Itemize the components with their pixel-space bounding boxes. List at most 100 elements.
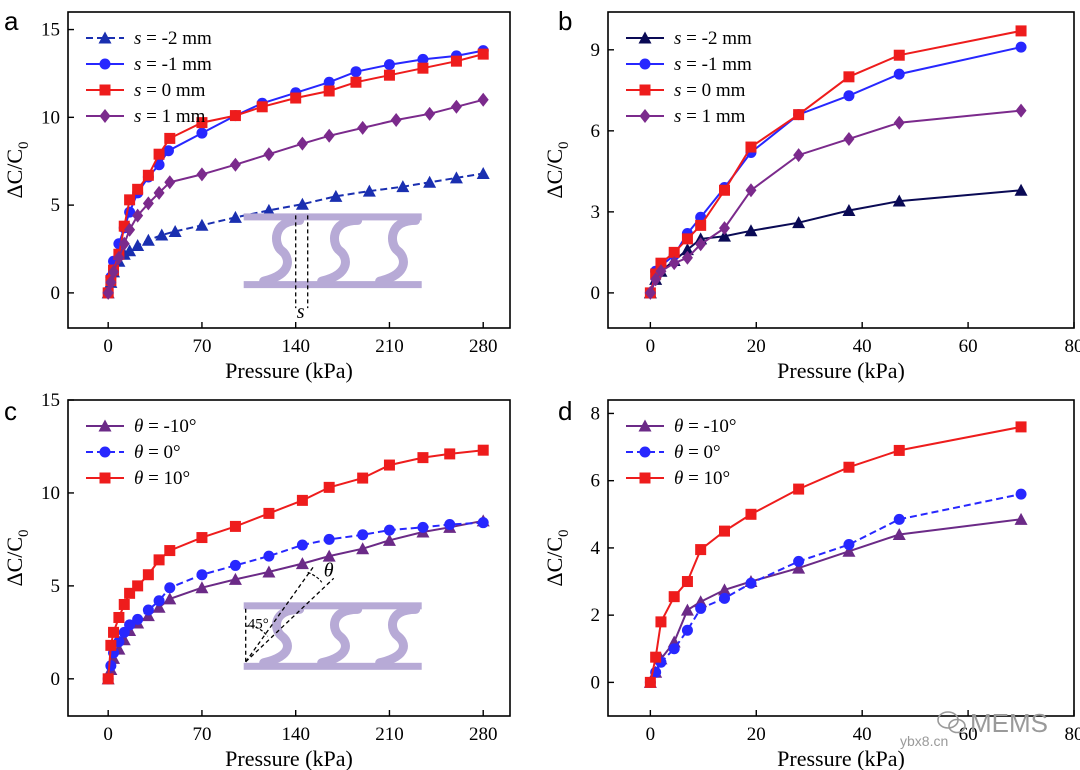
data-point bbox=[668, 643, 680, 655]
y-tick-label: 8 bbox=[591, 403, 601, 424]
data-point bbox=[719, 525, 730, 537]
data-point bbox=[229, 520, 241, 532]
x-tick-label: 0 bbox=[646, 724, 656, 745]
data-point bbox=[323, 76, 335, 88]
legend-marker bbox=[638, 419, 652, 432]
series-1 bbox=[102, 517, 489, 685]
legend-marker bbox=[639, 472, 651, 484]
data-point bbox=[132, 613, 144, 625]
data-point bbox=[892, 527, 906, 540]
x-tick-label: 40 bbox=[853, 724, 872, 745]
data-point bbox=[195, 581, 209, 594]
data-point bbox=[228, 572, 242, 585]
data-point bbox=[124, 222, 136, 237]
series-1 bbox=[644, 488, 1027, 688]
data-point bbox=[124, 587, 136, 599]
legend-label: s = 0 mm bbox=[134, 80, 206, 101]
data-point bbox=[843, 71, 855, 83]
data-point bbox=[681, 576, 693, 588]
legend-label: θ = 0° bbox=[674, 442, 721, 463]
data-point bbox=[102, 673, 114, 685]
x-axis-title: Pressure (kPa) bbox=[225, 746, 353, 770]
data-point bbox=[296, 136, 308, 151]
data-point bbox=[196, 569, 208, 581]
y-axis-title: ΔC/C0 bbox=[2, 141, 32, 198]
data-point bbox=[152, 600, 166, 613]
data-point bbox=[141, 233, 155, 246]
data-point bbox=[655, 257, 667, 269]
y-tick-label: 3 bbox=[591, 202, 601, 223]
y-tick-label: 0 bbox=[51, 669, 61, 690]
legend-marker bbox=[639, 84, 651, 96]
legend-label: s = -2 mm bbox=[134, 28, 212, 49]
data-point bbox=[792, 561, 806, 574]
x-tick-label: 210 bbox=[375, 336, 404, 357]
y-tick-label: 9 bbox=[591, 40, 601, 61]
y-axis-title: ΔC/C0 bbox=[542, 141, 572, 198]
chart-panel-b: b 0 20 40 60 80 0 3 6 9 Pressure (kPa) ΔC/C0 s = -2 … bbox=[542, 6, 1080, 383]
inset-schematic: 45° θ bbox=[243, 559, 422, 670]
legend-marker bbox=[638, 31, 652, 44]
chart-panel-c: c 0 70 140 210 280 0 5 10 15 Pressure (kPa) ΔC/C0 θ … bbox=[2, 390, 511, 770]
data-point bbox=[450, 99, 462, 114]
series-2 bbox=[102, 444, 489, 685]
data-point bbox=[295, 197, 309, 210]
panel-letter: d bbox=[558, 396, 572, 426]
legend-marker bbox=[99, 58, 111, 70]
data-point bbox=[892, 194, 906, 207]
data-point bbox=[477, 517, 489, 529]
data-point bbox=[153, 159, 165, 171]
inset-spring-2 bbox=[375, 604, 421, 668]
data-point bbox=[118, 598, 130, 610]
y-tick-label: 5 bbox=[51, 576, 61, 597]
data-point bbox=[108, 264, 120, 279]
legend-marker bbox=[99, 472, 111, 484]
data-point bbox=[744, 224, 758, 237]
data-point bbox=[1015, 488, 1027, 500]
data-point bbox=[142, 196, 154, 211]
data-point bbox=[132, 580, 144, 592]
data-point bbox=[1015, 25, 1027, 37]
x-tick-label: 80 bbox=[1065, 724, 1080, 745]
legend-marker bbox=[639, 446, 651, 458]
y-tick-label: 2 bbox=[591, 605, 601, 626]
data-point bbox=[295, 557, 309, 570]
axes-frame bbox=[67, 11, 511, 329]
data-point bbox=[105, 275, 117, 290]
data-point bbox=[681, 233, 693, 245]
y-axis-title: ΔC/C0 bbox=[2, 529, 32, 586]
data-point bbox=[290, 92, 302, 104]
data-point bbox=[843, 461, 855, 473]
data-point bbox=[449, 171, 463, 184]
axes-frame bbox=[607, 11, 1075, 329]
data-point bbox=[680, 243, 694, 256]
data-point bbox=[357, 120, 369, 135]
data-point bbox=[383, 524, 395, 536]
data-point bbox=[424, 106, 436, 121]
data-point bbox=[229, 110, 241, 122]
data-point bbox=[263, 147, 275, 162]
data-point bbox=[681, 624, 693, 636]
legend-label: θ = 10° bbox=[674, 468, 730, 489]
y-tick-label: 0 bbox=[591, 283, 601, 304]
data-point bbox=[793, 109, 805, 121]
data-point bbox=[323, 128, 335, 143]
y-tick-label: 0 bbox=[51, 283, 61, 304]
data-point bbox=[655, 616, 667, 628]
data-point bbox=[263, 550, 275, 562]
data-point bbox=[390, 112, 402, 127]
data-point bbox=[323, 481, 335, 493]
watermark-brand: MEMS bbox=[970, 708, 1048, 738]
data-point bbox=[893, 68, 905, 80]
x-tick-label: 0 bbox=[646, 336, 656, 357]
x-tick-label: 280 bbox=[469, 336, 498, 357]
data-point bbox=[142, 569, 154, 581]
legend-label: s = 1 mm bbox=[674, 106, 746, 127]
data-point bbox=[155, 228, 169, 241]
legend-label: θ = 10° bbox=[134, 468, 190, 489]
y-tick-label: 0 bbox=[591, 672, 601, 693]
data-point bbox=[1015, 103, 1027, 118]
data-point bbox=[105, 639, 117, 651]
